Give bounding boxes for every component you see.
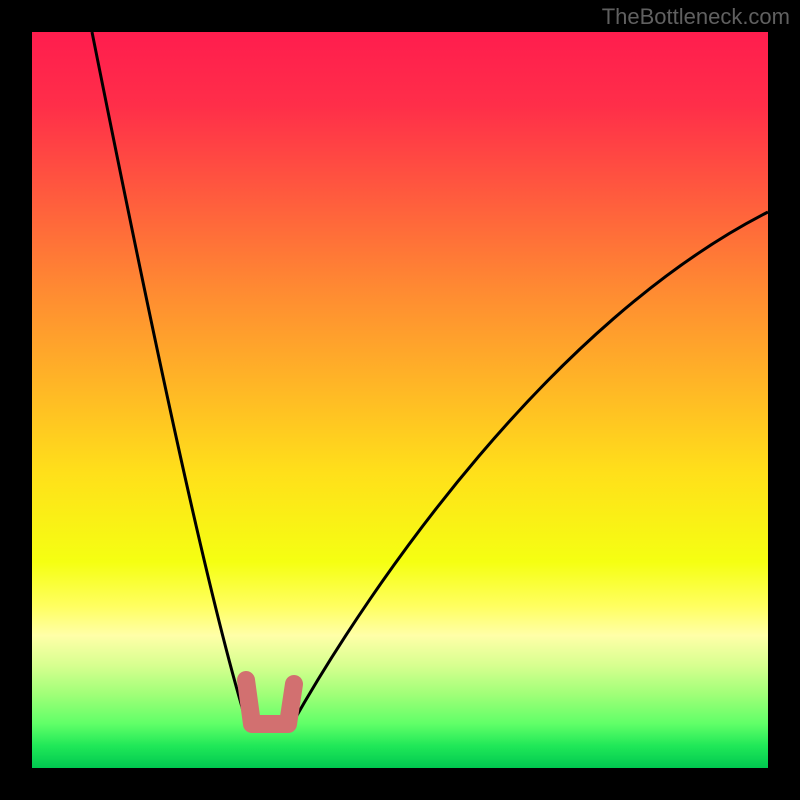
plot-area (32, 32, 768, 768)
optimum-marker (246, 680, 294, 724)
bottleneck-curve (92, 32, 768, 724)
watermark-text: TheBottleneck.com (602, 4, 790, 30)
chart-svg (32, 32, 768, 768)
